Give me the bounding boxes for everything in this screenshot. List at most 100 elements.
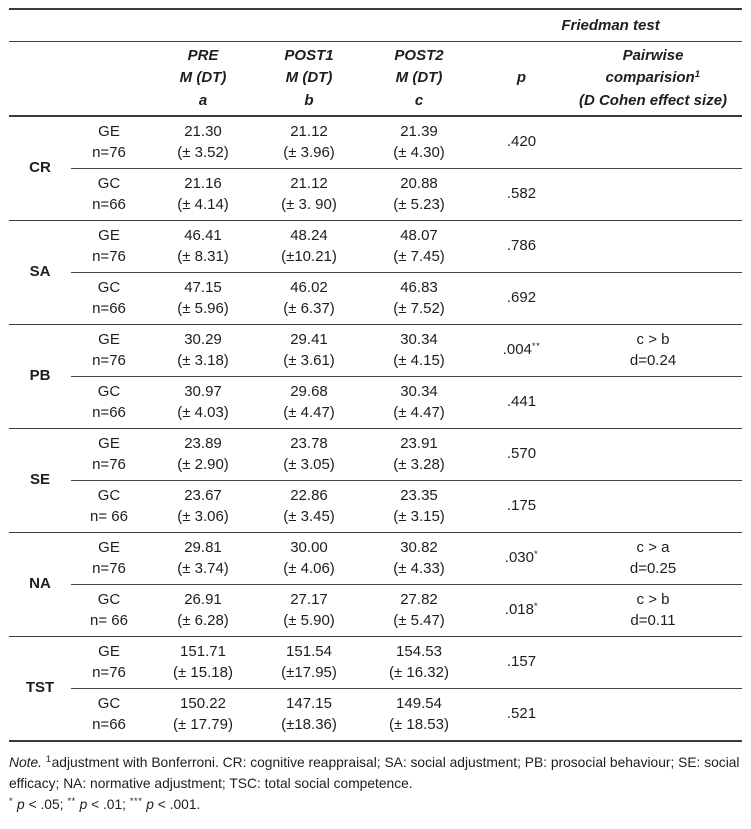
effect-size: d=0.25	[629, 559, 677, 577]
sd-value: (± 4.47)	[393, 403, 445, 421]
header-line: (D Cohen effect size)	[578, 91, 728, 109]
p-value: .570	[506, 445, 537, 463]
mean-value: 29.41	[290, 330, 328, 348]
cell-pre: 21.16 (± 4.14)	[147, 168, 259, 221]
cell-pre: 23.67 (± 3.06)	[147, 480, 259, 533]
spacer-cell	[9, 9, 479, 42]
p-value: .030	[504, 549, 534, 567]
note-text: Note. 1adjustment with Bonferroni. CR: c…	[9, 753, 742, 794]
table-row: GC n= 66 26.91 (± 6.28) 27.17 (± 5.90) 27.8…	[9, 584, 743, 637]
sd-value: (± 4.47)	[283, 403, 335, 421]
significance-stars: *	[534, 549, 539, 561]
header-line: M (DT)	[179, 69, 227, 87]
cell-post2: 27.82 (± 5.47)	[359, 584, 479, 637]
header-line: PRE	[187, 46, 219, 64]
cell-pairwise	[564, 272, 743, 325]
sd-value: (± 4.03)	[177, 403, 229, 421]
mean-value: 27.17	[290, 590, 328, 608]
cell-p: .018*	[479, 584, 564, 637]
sd-value: (± 4.06)	[283, 559, 335, 577]
subgroup-n: n=76	[92, 247, 126, 265]
cell-pre: 47.15 (± 5.96)	[147, 272, 259, 325]
header-line: POST1	[284, 46, 334, 64]
sd-value: (± 2.90)	[177, 455, 229, 473]
subgroup-n: n=66	[92, 403, 126, 421]
cell-subgroup: GE n=76	[71, 220, 147, 273]
friedman-results-table: Friedman test PRE M (DT) a POST1 M (DT) …	[9, 8, 743, 742]
cell-post2: 48.07 (± 7.45)	[359, 220, 479, 273]
cell-p: .030*	[479, 532, 564, 585]
p-value: .175	[506, 497, 537, 515]
header-line: M (DT)	[285, 69, 333, 87]
header-text: comparision	[605, 69, 695, 87]
cell-pre: 23.89 (± 2.90)	[147, 428, 259, 481]
mean-value: 30.82	[400, 538, 438, 556]
sd-value: (± 17.79)	[173, 715, 233, 733]
note-label: Note.	[9, 755, 42, 770]
col-header-pre: PRE M (DT) a	[147, 41, 259, 117]
cell-post1: 27.17 (± 5.90)	[259, 584, 359, 637]
cell-pre: 46.41 (± 8.31)	[147, 220, 259, 273]
p-value: .521	[506, 705, 537, 723]
pairwise-comparison: c > b	[636, 590, 670, 608]
p-value: .018	[504, 601, 534, 619]
subgroup-name: GE	[98, 226, 120, 244]
col-header-post2: POST2 M (DT) c	[359, 41, 479, 117]
header-line: p	[516, 69, 527, 87]
sd-value: (± 7.52)	[393, 299, 445, 317]
cell-pairwise: c > b d=0.11	[564, 584, 743, 637]
sd-value: (± 4.14)	[177, 195, 229, 213]
spacer-cell	[9, 41, 71, 117]
mean-value: 23.67	[184, 486, 222, 504]
significance-stars: ***	[129, 796, 143, 808]
spacer-cell	[71, 41, 147, 117]
significance-legend: * p < .05; ** p < .01; *** p < .001.	[9, 795, 742, 816]
sd-value: (± 6.37)	[283, 299, 335, 317]
table-row: PB GE n=76 30.29 (± 3.18) 29.41 (± 3.61) 30…	[9, 324, 743, 429]
col-header-post1: POST1 M (DT) b	[259, 41, 359, 117]
cell-pairwise	[564, 220, 743, 273]
mean-value: 30.34	[400, 330, 438, 348]
pairwise-comparison: c > a	[636, 538, 670, 556]
cell-subgroup: GE n=76	[71, 115, 147, 169]
sd-value: (± 15.18)	[173, 663, 233, 681]
p-value: .582	[506, 185, 537, 203]
sd-value: (± 3.61)	[283, 351, 335, 369]
sd-value: (± 3.52)	[177, 143, 229, 161]
cell-post2: 149.54 (± 18.53)	[359, 688, 479, 741]
sd-value: (± 3.96)	[283, 143, 335, 161]
cell-pairwise: c > a d=0.25	[564, 532, 743, 585]
subgroup-n: n= 66	[90, 507, 128, 525]
cell-post1: 22.86 (± 3.45)	[259, 480, 359, 533]
cell-post2: 154.53 (± 16.32)	[359, 636, 479, 689]
cell-p: .157	[479, 636, 564, 689]
subgroup-n: n=76	[92, 559, 126, 577]
mean-value: 21.39	[400, 122, 438, 140]
mean-value: 46.83	[400, 278, 438, 296]
sd-value: (± 6.28)	[177, 611, 229, 629]
cell-pre: 29.81 (± 3.74)	[147, 532, 259, 585]
mean-value: 47.15	[184, 278, 222, 296]
table-row: CR GE n=76 21.30 (± 3.52) 21.12 (± 3.96) 21…	[9, 115, 743, 221]
table-row: NA GE n=76 29.81 (± 3.74) 30.00 (± 4.06) 30…	[9, 532, 743, 637]
significance-stars: *	[9, 796, 14, 808]
subgroup-n: n=66	[92, 715, 126, 733]
header-line: b	[304, 91, 314, 109]
mean-value: 151.54	[286, 642, 332, 660]
p-value: .004	[502, 341, 532, 359]
cell-subgroup: GC n=66	[71, 272, 147, 325]
significance-stars: **	[531, 341, 541, 353]
row-group-label: TST	[9, 636, 71, 741]
cell-pairwise	[564, 636, 743, 689]
col-header-p: p	[479, 41, 564, 117]
cell-p: .692	[479, 272, 564, 325]
subgroup-n: n=66	[92, 299, 126, 317]
cell-post2: 21.39 (± 4.30)	[359, 115, 479, 169]
sd-value: (± 8.31)	[177, 247, 229, 265]
sd-value: (± 5.23)	[393, 195, 445, 213]
subgroup-name: GC	[97, 174, 121, 192]
note-body: adjustment with Bonferroni. CR: cognitiv…	[9, 755, 740, 791]
p-symbol: p	[17, 797, 25, 813]
mean-value: 23.35	[400, 486, 438, 504]
